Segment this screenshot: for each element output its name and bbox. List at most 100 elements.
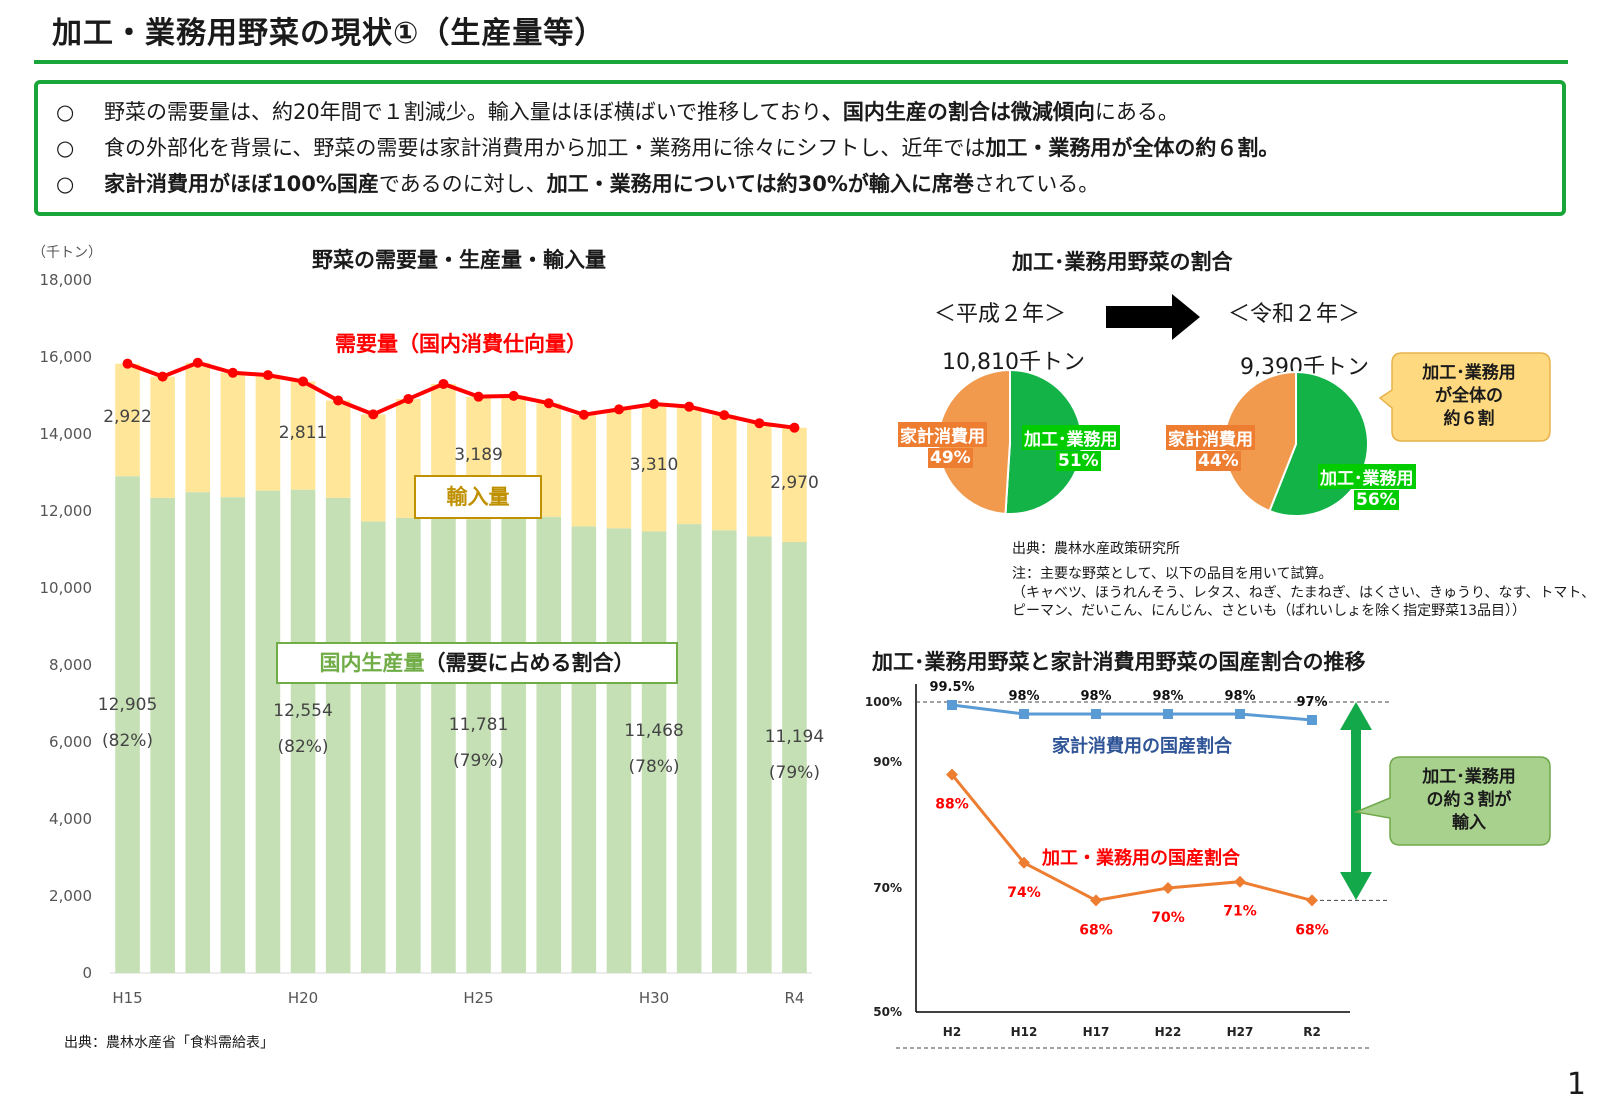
import-value-label: 3,189	[454, 445, 503, 465]
demand-line	[126, 360, 795, 430]
domestic-pct-label: (79%)	[769, 763, 820, 783]
bullet-mark: ○	[56, 100, 75, 124]
demand-label: 需要量（国内消費仕向量）	[335, 332, 587, 356]
line-chart: 100% 90% 70% 50% 99.5% 98% 98% 98% 98% 97% 88% 74%…	[865, 680, 1390, 1049]
domestic-bar	[255, 490, 281, 973]
y-tick-label: 100%	[865, 695, 902, 709]
x-tick-label: H27	[1227, 1025, 1254, 1039]
summary-line-2: ○ 食の外部化を背景に、野菜の需要は家計消費用から加工・業務用に徐々にシフトし、近…	[56, 132, 1279, 162]
import-bar	[711, 415, 737, 531]
left-chart-title: 野菜の需要量・生産量・輸入量	[312, 248, 606, 272]
import-value-label: 2,922	[103, 407, 152, 427]
page-number: 1	[1566, 1067, 1586, 1102]
domestic-bar	[782, 542, 807, 973]
household-point	[1163, 709, 1173, 719]
household-value-label: 99.5%	[929, 680, 974, 695]
processing-value-label: 68%	[1295, 922, 1329, 938]
left-chart-unit: （千トン）	[32, 245, 102, 261]
summary-text: にある。	[1094, 100, 1179, 124]
demand-point	[192, 357, 203, 368]
pie-section-title: 加工･業務用野菜の割合	[1012, 250, 1233, 274]
import-bar	[220, 372, 246, 498]
demand-point	[543, 398, 554, 409]
domestic-bar	[641, 531, 667, 973]
domestic-bar	[536, 516, 562, 973]
processing-value-label: 70%	[1151, 910, 1185, 926]
domestic-bar	[711, 530, 737, 973]
x-tick-label: H22	[1155, 1025, 1182, 1039]
pie-note-3: ピーマン、だいこん、にんじん、さといも（ばれいしょを除く指定野菜13品目））	[1012, 603, 1526, 619]
callout-line: 約６割	[1443, 409, 1495, 429]
pie-right-processing-label: 加工･業務用	[1318, 464, 1416, 489]
demand-point	[227, 367, 238, 378]
domestic-bar	[220, 497, 246, 973]
household-value-label: 97%	[1296, 695, 1327, 710]
summary-text: であるのに対し、	[378, 172, 547, 196]
household-series-label: 家計消費用の国産割合	[1052, 736, 1232, 757]
pie-source: 出典：農林水産政策研究所	[1012, 541, 1180, 557]
import-bar	[255, 375, 281, 491]
demand-point	[438, 378, 449, 389]
household-value-label: 98%	[1080, 689, 1111, 704]
domestic-bar	[431, 510, 456, 973]
summary-line-3: ○ 家計消費用がほぼ100%国産であるのに対し、加工・業務用については約30%が輸…	[56, 168, 1099, 198]
arrow-right-icon	[1106, 294, 1200, 340]
x-tick-label: R4	[784, 989, 804, 1007]
domestic-bar	[115, 476, 140, 973]
domestic-label-sub: （需要に占める割合）	[424, 651, 635, 675]
summary-box: ○ 野菜の需要量は、約20年間で１割減少。輸入量はほぼ横ばいで推移しており、国内生…	[34, 80, 1566, 216]
x-tick-label: R2	[1303, 1025, 1321, 1039]
callout-line: 加工･業務用	[1422, 767, 1516, 787]
x-tick-label: H25	[463, 989, 493, 1007]
y-tick-label: 14,000	[40, 425, 93, 443]
import-bar	[606, 409, 632, 529]
demand-point	[754, 418, 765, 429]
y-tick-label: 10,000	[40, 579, 93, 597]
household-point	[947, 700, 957, 710]
pie-right-processing-pct: 56%	[1354, 490, 1399, 510]
demand-point	[333, 395, 344, 406]
x-tick-label: H15	[112, 989, 142, 1007]
summary-line-1: ○ 野菜の需要量は、約20年間で１割減少。輸入量はほぼ横ばいで推移しており、国内生…	[56, 96, 1179, 126]
x-tick-label: H12	[1011, 1025, 1038, 1039]
household-value-label: 98%	[1152, 689, 1183, 704]
pie-left-era: ＜平成２年＞	[934, 302, 1067, 327]
import-bar	[290, 381, 316, 490]
summary-text: されている。	[973, 172, 1100, 196]
domestic-value-label: 11,194	[765, 727, 824, 747]
summary-text: 。	[1258, 136, 1280, 160]
import-bar	[325, 400, 351, 498]
title-divider	[34, 60, 1568, 64]
line-callout-bubble	[1354, 756, 1551, 846]
demand-point	[473, 391, 484, 402]
pie-right-household-pct: 44%	[1196, 451, 1241, 471]
domestic-bar	[396, 517, 421, 973]
processing-point	[1162, 882, 1174, 894]
pie-right-era: ＜令和２年＞	[1228, 302, 1361, 327]
domestic-label: 国内生産量（需要に占める割合）	[276, 642, 678, 684]
domestic-value-label: 11,781	[449, 715, 508, 735]
demand-point	[649, 399, 660, 410]
domestic-bar	[571, 526, 597, 973]
summary-emphasis: 家計消費用がほぼ100%国産	[104, 172, 379, 196]
household-point	[1019, 709, 1029, 719]
demand-point	[122, 358, 133, 369]
demand-point	[368, 409, 379, 420]
x-tick-label: H30	[639, 989, 669, 1007]
domestic-pct-label: (82%)	[278, 737, 329, 757]
pie-callout: 加工･業務用 が全体の 約６割	[1394, 362, 1544, 431]
demand-point	[403, 393, 414, 404]
household-point	[1091, 709, 1101, 719]
processing-value-label: 68%	[1079, 922, 1113, 938]
domestic-value-label: 12,905	[98, 695, 157, 715]
domestic-value-label: 11,468	[624, 721, 683, 741]
summary-text: 野菜の需要量は、約20年間で１割減少。輸入量はほぼ横ばいで推移しており	[104, 100, 822, 124]
pie-note-2: （キャベツ、ほうれんそう、レタス、ねぎ、たまねぎ、はくさい、きゅうり、なす、トマ…	[1012, 585, 1596, 601]
demand-point	[262, 370, 273, 381]
bullet-mark: ○	[56, 172, 75, 196]
y-tick-label: 18,000	[40, 271, 93, 289]
y-tick-label: 16,000	[40, 348, 93, 366]
line-section-title: 加工･業務用野菜と家計消費用野菜の国産割合の推移	[872, 650, 1366, 674]
x-tick-label: H17	[1083, 1025, 1110, 1039]
import-bar	[571, 414, 597, 527]
